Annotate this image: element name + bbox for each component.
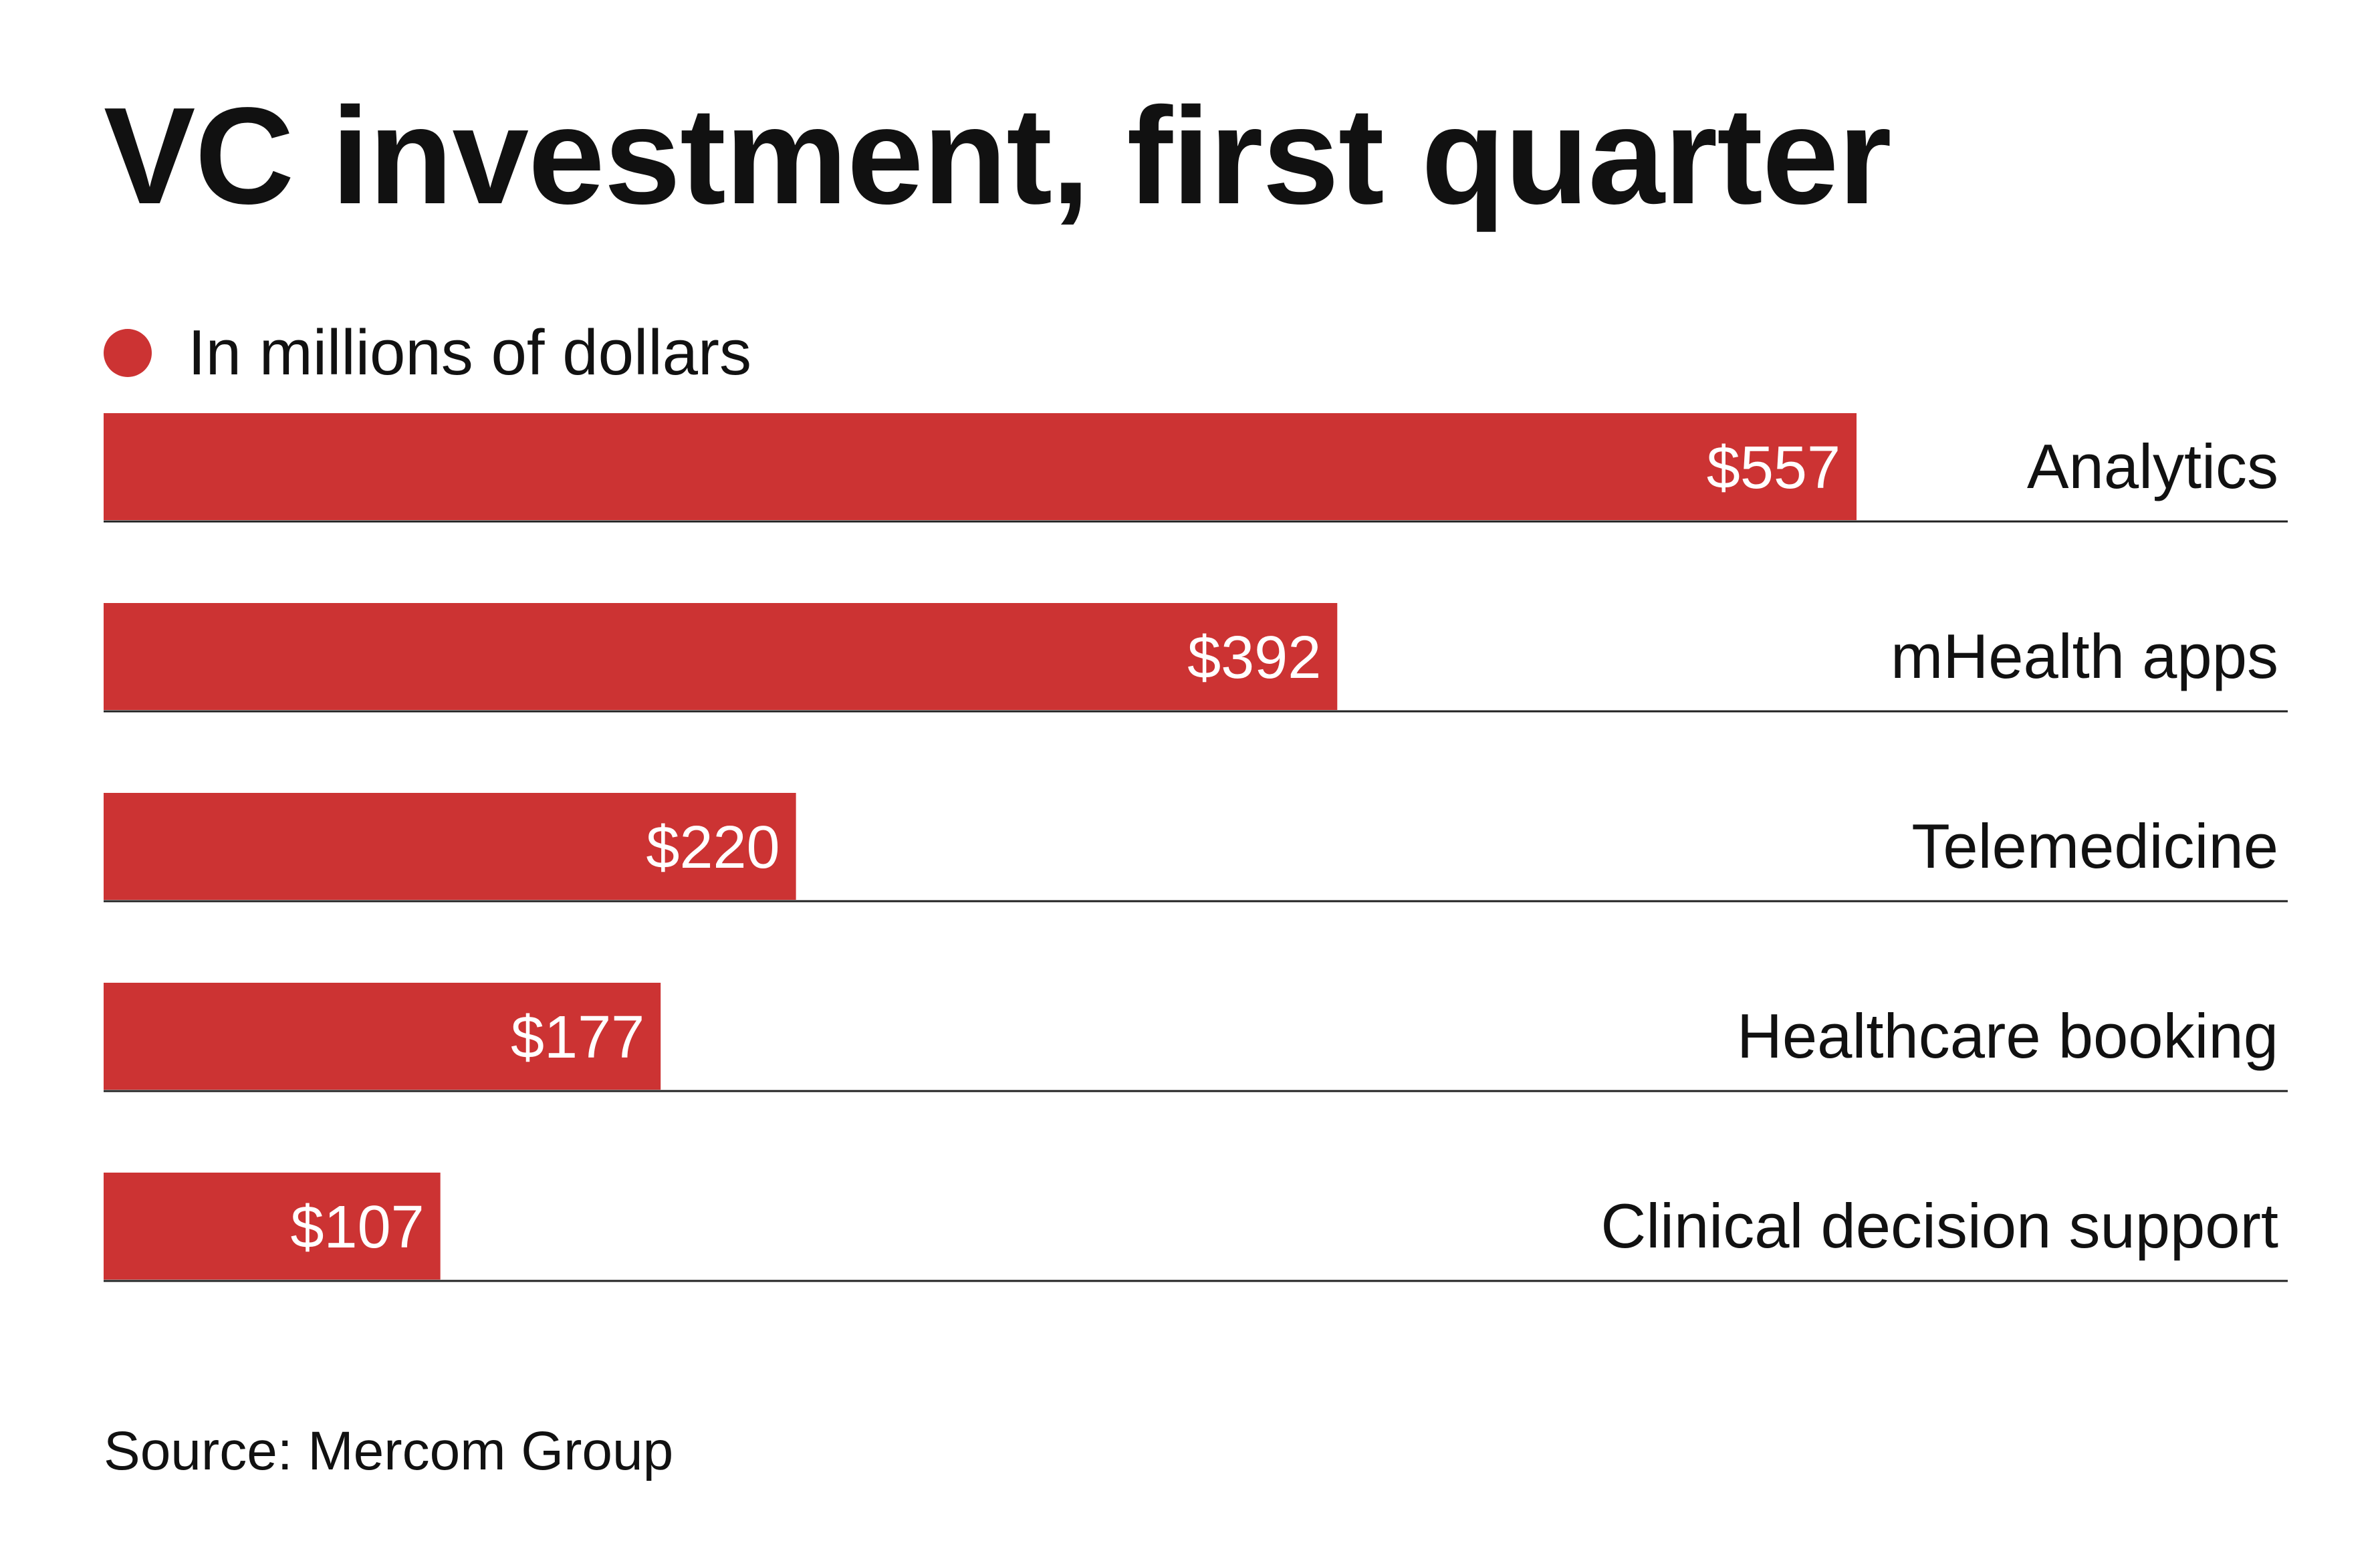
bar-0 [104,413,1857,520]
chart-title: VC investment, first quarter [104,79,1892,233]
legend-swatch [104,329,152,377]
bar-value-label: $107 [290,1194,424,1261]
legend: In millions of dollars [104,320,751,386]
legend-label: In millions of dollars [188,317,751,388]
bar-value-label: $220 [646,814,780,881]
bar-value-label: $392 [1187,624,1321,691]
category-label: Clinical decision support [1600,1191,2278,1261]
category-label: Analytics [2027,431,2278,501]
bar-2 [104,793,796,900]
bar-value-label: $557 [1707,435,1840,501]
category-label: Healthcare booking [1737,1001,2278,1071]
bar-4 [104,1173,441,1280]
bar-value-label: $177 [511,1004,644,1071]
bar-1 [104,603,1338,710]
category-label: mHealth apps [1891,621,2278,691]
bar-3 [104,983,661,1090]
source-note: Source: Mercom Group [104,1421,674,1481]
category-label: Telemedicine [1911,811,2278,881]
